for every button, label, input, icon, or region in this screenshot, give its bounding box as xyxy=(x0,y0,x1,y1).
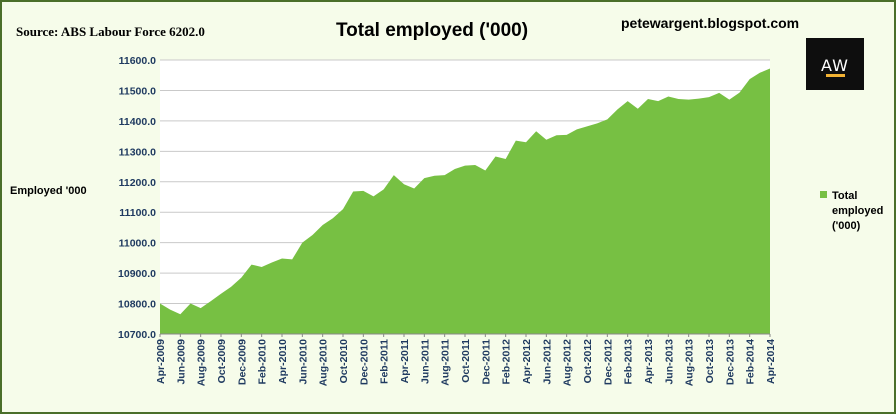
x-tick-label: Dec-2010 xyxy=(358,339,370,385)
x-axis-ticks: Apr-2009 Jun-2009 Aug-2009 Oct-2009 Dec-2009… xyxy=(155,334,777,386)
x-tick-label: Dec-2009 xyxy=(236,339,248,385)
x-tick-label: Apr-2011 xyxy=(399,339,411,384)
x-tick-label: Jun-2011 xyxy=(419,339,431,384)
x-tick-label: Apr-2013 xyxy=(643,339,655,384)
x-tick-label: Aug-2009 xyxy=(196,339,208,386)
y-tick-label: 11600.0 xyxy=(119,55,157,67)
x-tick-label: Apr-2014 xyxy=(765,339,777,384)
x-tick-label: Apr-2010 xyxy=(277,339,289,384)
legend-label-line: ('000) xyxy=(832,220,861,232)
source-text: Source: ABS Labour Force 6202.0 xyxy=(16,24,205,39)
y-tick-label: 10900.0 xyxy=(118,268,156,280)
x-tick-label: Feb-2014 xyxy=(745,339,757,385)
aw-logo-accent xyxy=(826,74,845,77)
x-tick-label: Jun-2009 xyxy=(175,339,187,385)
x-tick-label: Feb-2013 xyxy=(623,339,635,385)
legend-label-line: employed xyxy=(832,205,883,217)
x-tick-label: Feb-2012 xyxy=(501,339,513,385)
x-tick-label: Jun-2012 xyxy=(541,339,553,385)
y-tick-label: 11000.0 xyxy=(119,238,157,250)
legend-label-line: Total xyxy=(832,190,857,202)
x-tick-label: Oct-2012 xyxy=(582,339,594,384)
y-axis-label: Employed '000 xyxy=(10,185,87,197)
legend: Total employed ('000) xyxy=(820,190,883,232)
y-tick-label: 10700.0 xyxy=(118,329,156,341)
aw-logo-text: AW xyxy=(821,56,849,75)
x-tick-label: Aug-2011 xyxy=(440,339,452,386)
aw-logo: AW xyxy=(806,38,864,90)
x-tick-label: Oct-2009 xyxy=(216,339,228,384)
x-tick-label: Dec-2012 xyxy=(602,339,614,385)
y-tick-label: 11400.0 xyxy=(119,116,157,128)
x-tick-label: Dec-2011 xyxy=(480,339,492,385)
x-tick-label: Aug-2012 xyxy=(562,339,574,386)
x-tick-label: Oct-2011 xyxy=(460,339,472,383)
aw-logo-background xyxy=(806,38,864,90)
x-tick-label: Feb-2010 xyxy=(257,339,269,385)
x-tick-label: Dec-2013 xyxy=(724,339,736,385)
x-tick-label: Jun-2013 xyxy=(663,339,675,385)
x-tick-label: Aug-2010 xyxy=(318,339,330,386)
x-tick-label: Apr-2012 xyxy=(521,339,533,384)
y-tick-label: 11300.0 xyxy=(119,146,157,158)
x-tick-label: Jun-2010 xyxy=(297,339,309,385)
legend-swatch xyxy=(820,191,827,198)
blog-url: petewargent.blogspot.com xyxy=(621,15,799,31)
legend-label: Total employed ('000) xyxy=(832,190,883,232)
x-tick-label: Apr-2009 xyxy=(155,339,167,384)
x-tick-label: Oct-2013 xyxy=(704,339,716,384)
y-tick-label: 11200.0 xyxy=(119,177,157,189)
x-tick-label: Feb-2011 xyxy=(379,339,391,384)
y-axis-ticks: 10700.0 10800.0 10900.0 11000.0 11100.0 11200… xyxy=(118,55,156,341)
x-tick-label: Aug-2013 xyxy=(684,339,696,386)
area-series-total-employed xyxy=(160,68,770,335)
y-tick-label: 11100.0 xyxy=(119,207,156,219)
chart-title: Total employed ('000) xyxy=(336,20,528,41)
y-tick-label: 11500.0 xyxy=(119,85,157,97)
y-tick-label: 10800.0 xyxy=(118,299,156,311)
x-tick-label: Oct-2010 xyxy=(338,339,350,384)
